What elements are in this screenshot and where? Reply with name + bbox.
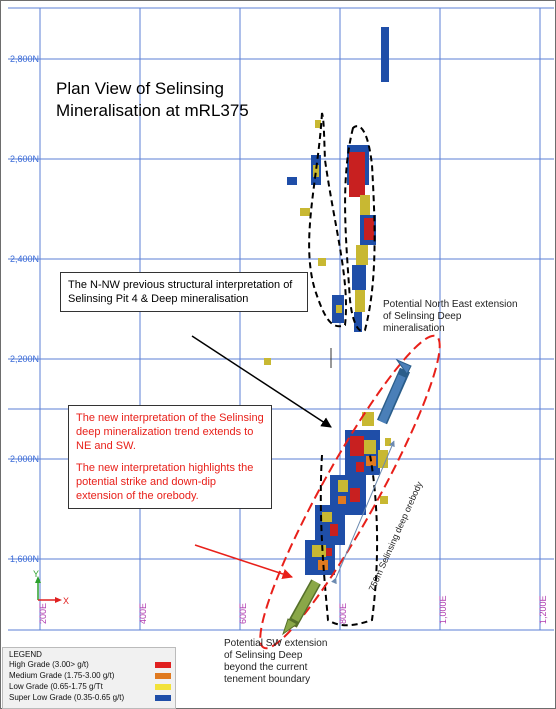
legend-label: Medium Grade (1.75-3.00 g/t) xyxy=(9,671,115,680)
block-low-grade xyxy=(315,120,321,128)
legend-item-low-grade: Low Grade (0.65-1.75 g/Tt xyxy=(9,682,174,692)
block-high-grade xyxy=(349,152,365,197)
block-super-low-grade xyxy=(352,265,366,290)
legend-item-super-low-grade: Super Low Grade (0.35-0.65 g/t) xyxy=(9,693,174,703)
new-interpretation-text-1: The new interpretation of the Selinsing … xyxy=(76,412,264,452)
legend-title: LEGEND xyxy=(9,650,42,659)
legend-swatch-low-grade xyxy=(155,684,171,690)
northing-labels: 2,800N 2,600N 2,400N 2,200N 2,000N 1,600… xyxy=(10,54,39,564)
map-title: Plan View of Selinsing Mineralisation at… xyxy=(56,79,249,120)
legend-label: Super Low Grade (0.35-0.65 g/t) xyxy=(9,693,125,702)
block-low-grade xyxy=(300,208,310,216)
block-low-grade xyxy=(360,195,370,215)
block-low-grade xyxy=(322,512,332,522)
northing-label: 2,400N xyxy=(10,254,39,264)
new-callout-arrow xyxy=(194,544,293,580)
easting-label: 800E xyxy=(338,603,348,624)
previous-interpretation-text: The N-NW previous structural interpretat… xyxy=(68,279,293,305)
previous-callout-arrow xyxy=(191,335,332,428)
previous-interpretation-outlines xyxy=(308,112,379,627)
legend-label: Low Grade (0.65-1.75 g/Tt xyxy=(9,682,103,691)
axis-indicator: Y X xyxy=(33,569,69,606)
new-interpretation-callout: The new interpretation of the Selinsing … xyxy=(68,405,272,509)
block-low-grade xyxy=(336,305,342,313)
outline-east xyxy=(344,125,376,332)
block-super-low-grade xyxy=(354,312,362,332)
northing-label: 2,000N xyxy=(10,454,39,464)
legend-swatch-medium-grade xyxy=(155,673,171,679)
easting-label: 1,000E xyxy=(438,595,448,624)
block-super-low-grade xyxy=(381,27,389,82)
axis-x-label: X xyxy=(63,596,69,606)
northing-label: 2,200N xyxy=(10,354,39,364)
legend-label: High Grade (3.00> g/t) xyxy=(9,660,89,669)
block-low-grade xyxy=(356,245,368,265)
block-high-grade xyxy=(326,548,332,556)
legend-swatch-super-low-grade xyxy=(155,695,171,701)
strike-length-arrow xyxy=(331,440,395,585)
easting-labels: 200E 400E 600E 800E 1,000E 1,200E xyxy=(38,595,548,624)
block-low-grade xyxy=(264,358,271,365)
northing-label: 2,800N xyxy=(10,54,39,64)
block-low-grade xyxy=(355,290,365,312)
ne-extension-note: Potential North East extension of Selins… xyxy=(383,299,518,334)
legend-swatch-high-grade xyxy=(155,662,171,668)
block-low-grade xyxy=(313,165,319,177)
northing-label: 2,600N xyxy=(10,154,39,164)
block-low-grade xyxy=(318,258,326,266)
block-high-grade xyxy=(364,218,374,240)
sw-extension-note: Potential SW extension of Selinsing Deep… xyxy=(224,638,328,685)
previous-interpretation-callout: The N-NW previous structural interpretat… xyxy=(60,272,308,312)
axis-y-label: Y xyxy=(33,569,39,579)
block-medium-grade xyxy=(318,560,328,570)
northing-label: 1,600N xyxy=(10,554,39,564)
easting-label: 200E xyxy=(38,603,48,624)
outline-south xyxy=(319,454,379,627)
easting-label: 600E xyxy=(238,603,248,624)
new-interpretation-text-2: The new interpretation highlights the po… xyxy=(76,462,254,502)
legend: LEGEND High Grade (3.00> g/t) Medium Gra… xyxy=(2,647,176,709)
block-low-grade xyxy=(362,412,374,426)
easting-label: 1,200E xyxy=(538,595,548,624)
legend-item-high-grade: High Grade (3.00> g/t) xyxy=(9,660,174,670)
block-super-low-grade xyxy=(287,177,297,185)
legend-item-medium-grade: Medium Grade (1.75-3.00 g/t) xyxy=(9,671,174,681)
outline-west xyxy=(308,112,347,328)
easting-label: 400E xyxy=(138,603,148,624)
